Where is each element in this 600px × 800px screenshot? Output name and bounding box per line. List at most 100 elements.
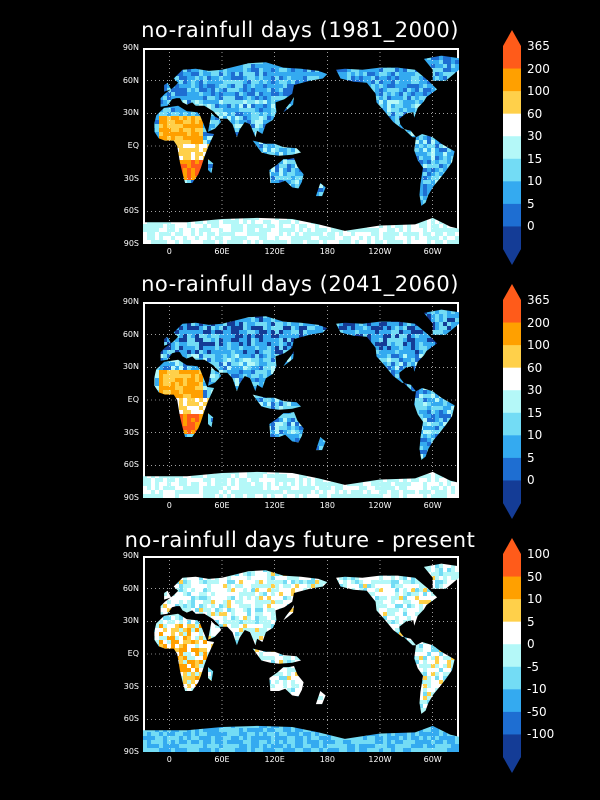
colorbar-label: 200 bbox=[527, 315, 550, 330]
colorbar-segment bbox=[503, 390, 521, 414]
colorbar-segment bbox=[503, 599, 521, 623]
colorbar-segment bbox=[503, 322, 521, 346]
panel1-land bbox=[143, 48, 459, 244]
colorbar-label: -5 bbox=[527, 659, 539, 674]
lat-label: 30S bbox=[123, 173, 139, 183]
colorbar-segment bbox=[503, 367, 521, 391]
lon-label: 60W bbox=[423, 501, 442, 510]
lat-label: 90S bbox=[123, 239, 139, 248]
lon-label: 120E bbox=[264, 501, 285, 510]
panel2-colorbar bbox=[503, 284, 521, 519]
colorbar-segment bbox=[503, 68, 521, 92]
lon-label: 180 bbox=[319, 501, 335, 510]
lat-label: 30N bbox=[122, 362, 139, 372]
colorbar-segment bbox=[503, 345, 521, 369]
lon-label: 0 bbox=[166, 247, 172, 256]
panel2-land bbox=[143, 302, 459, 498]
colorbar-segment bbox=[503, 689, 521, 713]
colorbar-segment bbox=[503, 554, 521, 578]
colorbar-label: 60 bbox=[527, 360, 543, 375]
lon-label: 120E bbox=[264, 755, 285, 764]
panel2-colorbar-svg bbox=[503, 284, 521, 519]
colorbar-label: 100 bbox=[527, 547, 550, 561]
colorbar-label: 365 bbox=[527, 39, 550, 53]
lat-label: 60N bbox=[122, 583, 139, 593]
colorbar-label: 10 bbox=[527, 174, 543, 189]
lon-label: 0 bbox=[166, 755, 172, 764]
panel3-title: no-rainfull days future - present bbox=[124, 528, 476, 552]
lat-label: EQ bbox=[127, 141, 139, 150]
lon-label: 60E bbox=[214, 501, 230, 510]
colorbar-segment bbox=[503, 91, 521, 115]
colorbar-segment bbox=[503, 412, 521, 436]
colorbar-label: 10 bbox=[527, 428, 543, 443]
lat-label: 60N bbox=[122, 329, 139, 339]
colorbar-segment bbox=[503, 136, 521, 160]
lon-label: 60E bbox=[214, 247, 230, 256]
lon-label: 60W bbox=[423, 247, 442, 256]
colorbar-label: 0 bbox=[527, 219, 535, 234]
panel3-colorbar bbox=[503, 538, 521, 773]
colorbar-max-triangle bbox=[503, 538, 521, 554]
panel1-colorbar-svg bbox=[503, 30, 521, 265]
colorbar-label: 15 bbox=[527, 405, 543, 420]
lon-label: 120W bbox=[368, 755, 392, 764]
colorbar-min-triangle bbox=[503, 249, 521, 265]
colorbar-segment bbox=[503, 435, 521, 459]
colorbar-label: 30 bbox=[527, 383, 543, 398]
colorbar-label: 5 bbox=[527, 450, 535, 465]
colorbar-label: 365 bbox=[527, 293, 550, 307]
colorbar-max-triangle bbox=[503, 284, 521, 300]
colorbar-label: 60 bbox=[527, 106, 543, 121]
colorbar-min-triangle bbox=[503, 757, 521, 773]
lon-label: 60W bbox=[423, 755, 442, 764]
lon-label: 120W bbox=[368, 247, 392, 256]
colorbar-max-triangle bbox=[503, 30, 521, 46]
lon-label: 120E bbox=[264, 247, 285, 256]
colorbar-segment bbox=[503, 46, 521, 70]
colorbar-min-triangle bbox=[503, 503, 521, 519]
colorbar-segment bbox=[503, 711, 521, 735]
lon-label: 60E bbox=[214, 755, 230, 764]
colorbar-label: 30 bbox=[527, 129, 543, 144]
colorbar-segment bbox=[503, 181, 521, 205]
colorbar-label: 0 bbox=[527, 473, 535, 488]
panel3-colorbar-svg bbox=[503, 538, 521, 773]
lon-label: 0 bbox=[166, 501, 172, 510]
colorbar-segment bbox=[503, 734, 521, 758]
colorbar-label: 10 bbox=[527, 592, 543, 607]
lon-label: 180 bbox=[319, 755, 335, 764]
lat-label: 30N bbox=[122, 108, 139, 118]
colorbar-label: 200 bbox=[527, 61, 550, 76]
lat-label: EQ bbox=[127, 395, 139, 404]
lat-label: 60S bbox=[123, 460, 139, 470]
colorbar-label: 0 bbox=[527, 637, 535, 652]
colorbar-label: 15 bbox=[527, 151, 543, 166]
colorbar-label: -50 bbox=[527, 704, 547, 719]
lon-label: 120W bbox=[368, 501, 392, 510]
colorbar-segment bbox=[503, 113, 521, 137]
colorbar-segment bbox=[503, 203, 521, 227]
colorbar-label: 5 bbox=[527, 196, 535, 211]
panel1-title: no-rainfull days (1981_2000) bbox=[141, 18, 459, 42]
colorbar-label: 100 bbox=[527, 338, 550, 353]
colorbar-segment bbox=[503, 226, 521, 250]
colorbar-segment bbox=[503, 158, 521, 182]
lat-label: 90S bbox=[123, 747, 139, 756]
lat-label: 30S bbox=[123, 427, 139, 437]
panel3-land bbox=[143, 556, 459, 752]
lat-label: EQ bbox=[127, 649, 139, 658]
lat-label: 30S bbox=[123, 681, 139, 691]
lat-label: 90S bbox=[123, 493, 139, 502]
lat-label: 30N bbox=[122, 616, 139, 626]
colorbar-segment bbox=[503, 666, 521, 690]
colorbar-label: -10 bbox=[527, 682, 547, 697]
colorbar-segment bbox=[503, 644, 521, 668]
colorbar-label: -100 bbox=[527, 727, 555, 742]
lat-label: 60S bbox=[123, 714, 139, 724]
colorbar-label: 50 bbox=[527, 569, 543, 584]
colorbar-segment bbox=[503, 457, 521, 481]
lon-label: 180 bbox=[319, 247, 335, 256]
colorbar-segment bbox=[503, 576, 521, 600]
lat-label: 90N bbox=[122, 551, 139, 560]
